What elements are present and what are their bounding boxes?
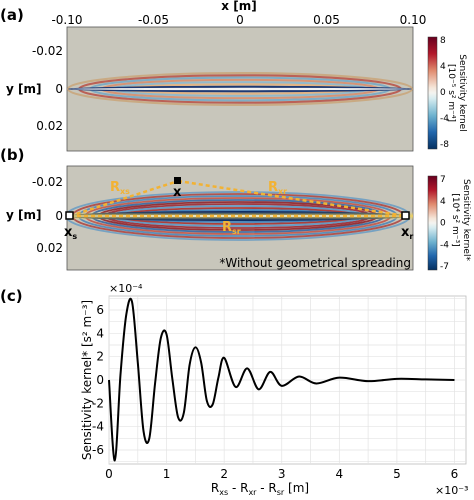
receiver-label: xr bbox=[401, 225, 413, 241]
panel-b-colorbar-tick: 0 bbox=[440, 219, 446, 229]
panel-c-xtick-label: 1 bbox=[163, 467, 171, 481]
point-marker bbox=[174, 177, 181, 184]
source-label: xs bbox=[64, 225, 77, 241]
panel-b-colorbar-tick: -4 bbox=[440, 240, 449, 250]
panel-c-ytick-label: -4 bbox=[92, 420, 104, 434]
r-xr-label: Rxr bbox=[268, 180, 287, 196]
xlabel-part: - R bbox=[228, 481, 248, 495]
panel-a-xticks: -0.10 -0.05 0 0.05 0.10 bbox=[51, 13, 426, 27]
panel-c-ytick-label: 4 bbox=[96, 326, 104, 340]
r-xs-label: Rxs bbox=[110, 180, 130, 196]
xlabel-subscript: sr bbox=[277, 488, 285, 497]
panel-c-ytick-label: 0 bbox=[96, 373, 104, 387]
panel-a-xtick-label: 0 bbox=[236, 13, 244, 27]
xlabel-subscript: xs bbox=[219, 488, 228, 497]
panel-label-b: (b) bbox=[0, 146, 24, 164]
panel-a-colorbar-tick: 4 bbox=[440, 62, 446, 72]
panel-a-colorbar-tick: -8 bbox=[440, 140, 449, 150]
panel-a-ytick-label: -0.02 bbox=[32, 44, 63, 58]
panel-c-ytick-label: -6 bbox=[92, 443, 104, 457]
panel-a-kernel bbox=[67, 71, 413, 107]
panel-b-colorbar-tick: 4 bbox=[440, 197, 446, 207]
kernel-curve bbox=[108, 297, 455, 462]
panel-b-colorbar-tick: -7 bbox=[440, 262, 449, 272]
receiver-marker bbox=[401, 211, 410, 220]
panel-b-colorbar-label: Sensitivity kernel* bbox=[461, 179, 471, 261]
panel-c-xtick-label: 6 bbox=[451, 467, 459, 481]
panel-a-xtick-label: 0.10 bbox=[400, 13, 427, 27]
panel-c-xticks: 0 1 2 3 4 5 6 bbox=[105, 467, 458, 481]
panel-c-ylabel: Sensitivity kernel* [s² m⁻³] bbox=[80, 300, 94, 460]
panel-c-xtick-label: 0 bbox=[105, 467, 113, 481]
panel-a: x [m] -0.10 -0.05 0 0.05 0.10 -0.02 0 0.02 y [… bbox=[6, 0, 467, 152]
panel-a-xtick-label: 0.05 bbox=[313, 13, 340, 27]
panel-b-ylabel: y [m] bbox=[6, 208, 41, 222]
panel-c-yticks: 6 4 2 0 -2 -4 -6 bbox=[92, 303, 104, 457]
panel-a-ytick-label: 0.02 bbox=[36, 119, 63, 133]
ray-xr bbox=[177, 179, 407, 218]
panel-label-a: (a) bbox=[0, 6, 24, 24]
panel-b-ytick-label: 0.02 bbox=[36, 241, 63, 255]
panel-c-xtick-label: 5 bbox=[393, 467, 401, 481]
r-sr-label: Rsr bbox=[222, 220, 241, 236]
panel-b-colorbar bbox=[427, 175, 438, 271]
note-text: *Without geometrical spreading bbox=[219, 256, 411, 270]
panel-b-colorbar-unit: [10⁴ s² m⁻³] bbox=[450, 193, 460, 246]
panel-c-ytick-label: 2 bbox=[96, 350, 104, 364]
panel-a-xlabel: x [m] bbox=[221, 0, 256, 13]
panel-c-xtick-label: 3 bbox=[278, 467, 286, 481]
ray-xs bbox=[69, 179, 179, 218]
point-label: x bbox=[173, 185, 182, 200]
panel-c-xtick-label: 2 bbox=[220, 467, 228, 481]
panel-a-colorbar-tick: -4 bbox=[440, 114, 449, 124]
panel-c-grid bbox=[108, 296, 466, 464]
panel-b-colorbar-ticks: 7 4 0 -4 -7 bbox=[440, 175, 449, 272]
panel-b: -0.02 0 0.02 y [m] xs xr x Rxs Rxr Rsr *Wi… bbox=[6, 165, 471, 272]
panel-a-ylabel: y [m] bbox=[6, 82, 41, 96]
panel-b-ytick-label: -0.02 bbox=[32, 175, 63, 189]
panel-a-xtick-label: -0.05 bbox=[138, 13, 169, 27]
panel-a-colorbar-label: Sensitivity kernel bbox=[457, 54, 467, 131]
panel-a-ytick-label: 0 bbox=[55, 82, 63, 96]
panel-a-colorbar-tick: 8 bbox=[440, 36, 446, 46]
panel-c-ytick-label: -2 bbox=[92, 396, 104, 410]
panel-c-x-multiplier: ×10⁻³ bbox=[435, 484, 468, 497]
panel-a-yticks: -0.02 0 0.02 bbox=[32, 44, 63, 133]
panel-a-colorbar-tick: 0 bbox=[440, 88, 446, 98]
panel-a-colorbar-ticks: 8 4 0 -4 -8 bbox=[440, 36, 449, 150]
xlabel-subscript: xr bbox=[248, 488, 257, 497]
panel-c: 0 1 2 3 4 5 6 6 4 2 0 -2 -4 -6 ×10⁻⁴ ×10⁻³ Sensitivi… bbox=[80, 282, 468, 497]
panel-a-xtick-label: -0.10 bbox=[51, 13, 82, 27]
panel-c-ytick-label: 6 bbox=[96, 303, 104, 317]
panel-a-colorbar-unit: [10⁻⁵ s² m⁻⁴] bbox=[446, 64, 456, 122]
xlabel-part: R bbox=[211, 481, 219, 495]
kernel-center-line-a bbox=[72, 87, 408, 91]
panel-a-colorbar bbox=[427, 36, 438, 150]
panel-c-xlabel: Rxs - Rxr - Rsr [m] bbox=[211, 481, 309, 497]
xlabel-part: - R bbox=[256, 481, 276, 495]
panel-c-xtick-label: 4 bbox=[336, 467, 344, 481]
xlabel-part: [m] bbox=[284, 481, 309, 495]
source-marker bbox=[65, 211, 74, 220]
panel-label-c: (c) bbox=[0, 287, 23, 305]
panel-b-ytick-label: 0 bbox=[55, 209, 63, 223]
panel-c-y-multiplier: ×10⁻⁴ bbox=[109, 282, 143, 295]
panel-b-colorbar-tick: 7 bbox=[440, 175, 446, 185]
panel-b-yticks: -0.02 0 0.02 bbox=[32, 175, 63, 255]
